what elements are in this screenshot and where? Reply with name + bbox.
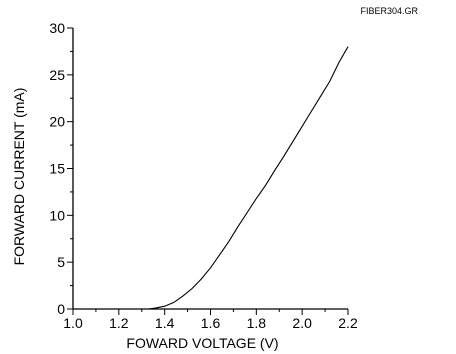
series-line-forward-current bbox=[148, 46, 349, 310]
y-tick-label: 5 bbox=[57, 254, 65, 270]
y-tick-label: 10 bbox=[49, 207, 65, 223]
figure-id-label: FIBER304.GR bbox=[360, 6, 418, 16]
tick-marks bbox=[67, 27, 349, 315]
x-tick-label: 2.2 bbox=[338, 315, 358, 331]
x-tick-label: 1.8 bbox=[247, 315, 267, 331]
y-tick-label: 25 bbox=[49, 67, 65, 83]
x-tick-label: 1.2 bbox=[109, 315, 129, 331]
x-axis-title: FOWARD VOLTAGE (V) bbox=[126, 335, 278, 351]
y-tick-label: 15 bbox=[49, 161, 65, 177]
y-tick-label: 30 bbox=[49, 20, 65, 36]
x-tick-label: 2.0 bbox=[292, 315, 312, 331]
x-tick-label: 1.4 bbox=[155, 315, 175, 331]
tick-labels: 0 5 10 15 20 25 30 1.0 1.2 1.4 1.6 1.8 2.0 2.2 bbox=[49, 20, 358, 331]
x-tick-label: 1.6 bbox=[201, 315, 221, 331]
y-axis-title: FORWARD CURRENT (mA) bbox=[11, 88, 27, 266]
y-tick-label: 0 bbox=[57, 301, 65, 317]
x-tick-label: 1.0 bbox=[63, 315, 83, 331]
y-tick-label: 20 bbox=[49, 114, 65, 130]
